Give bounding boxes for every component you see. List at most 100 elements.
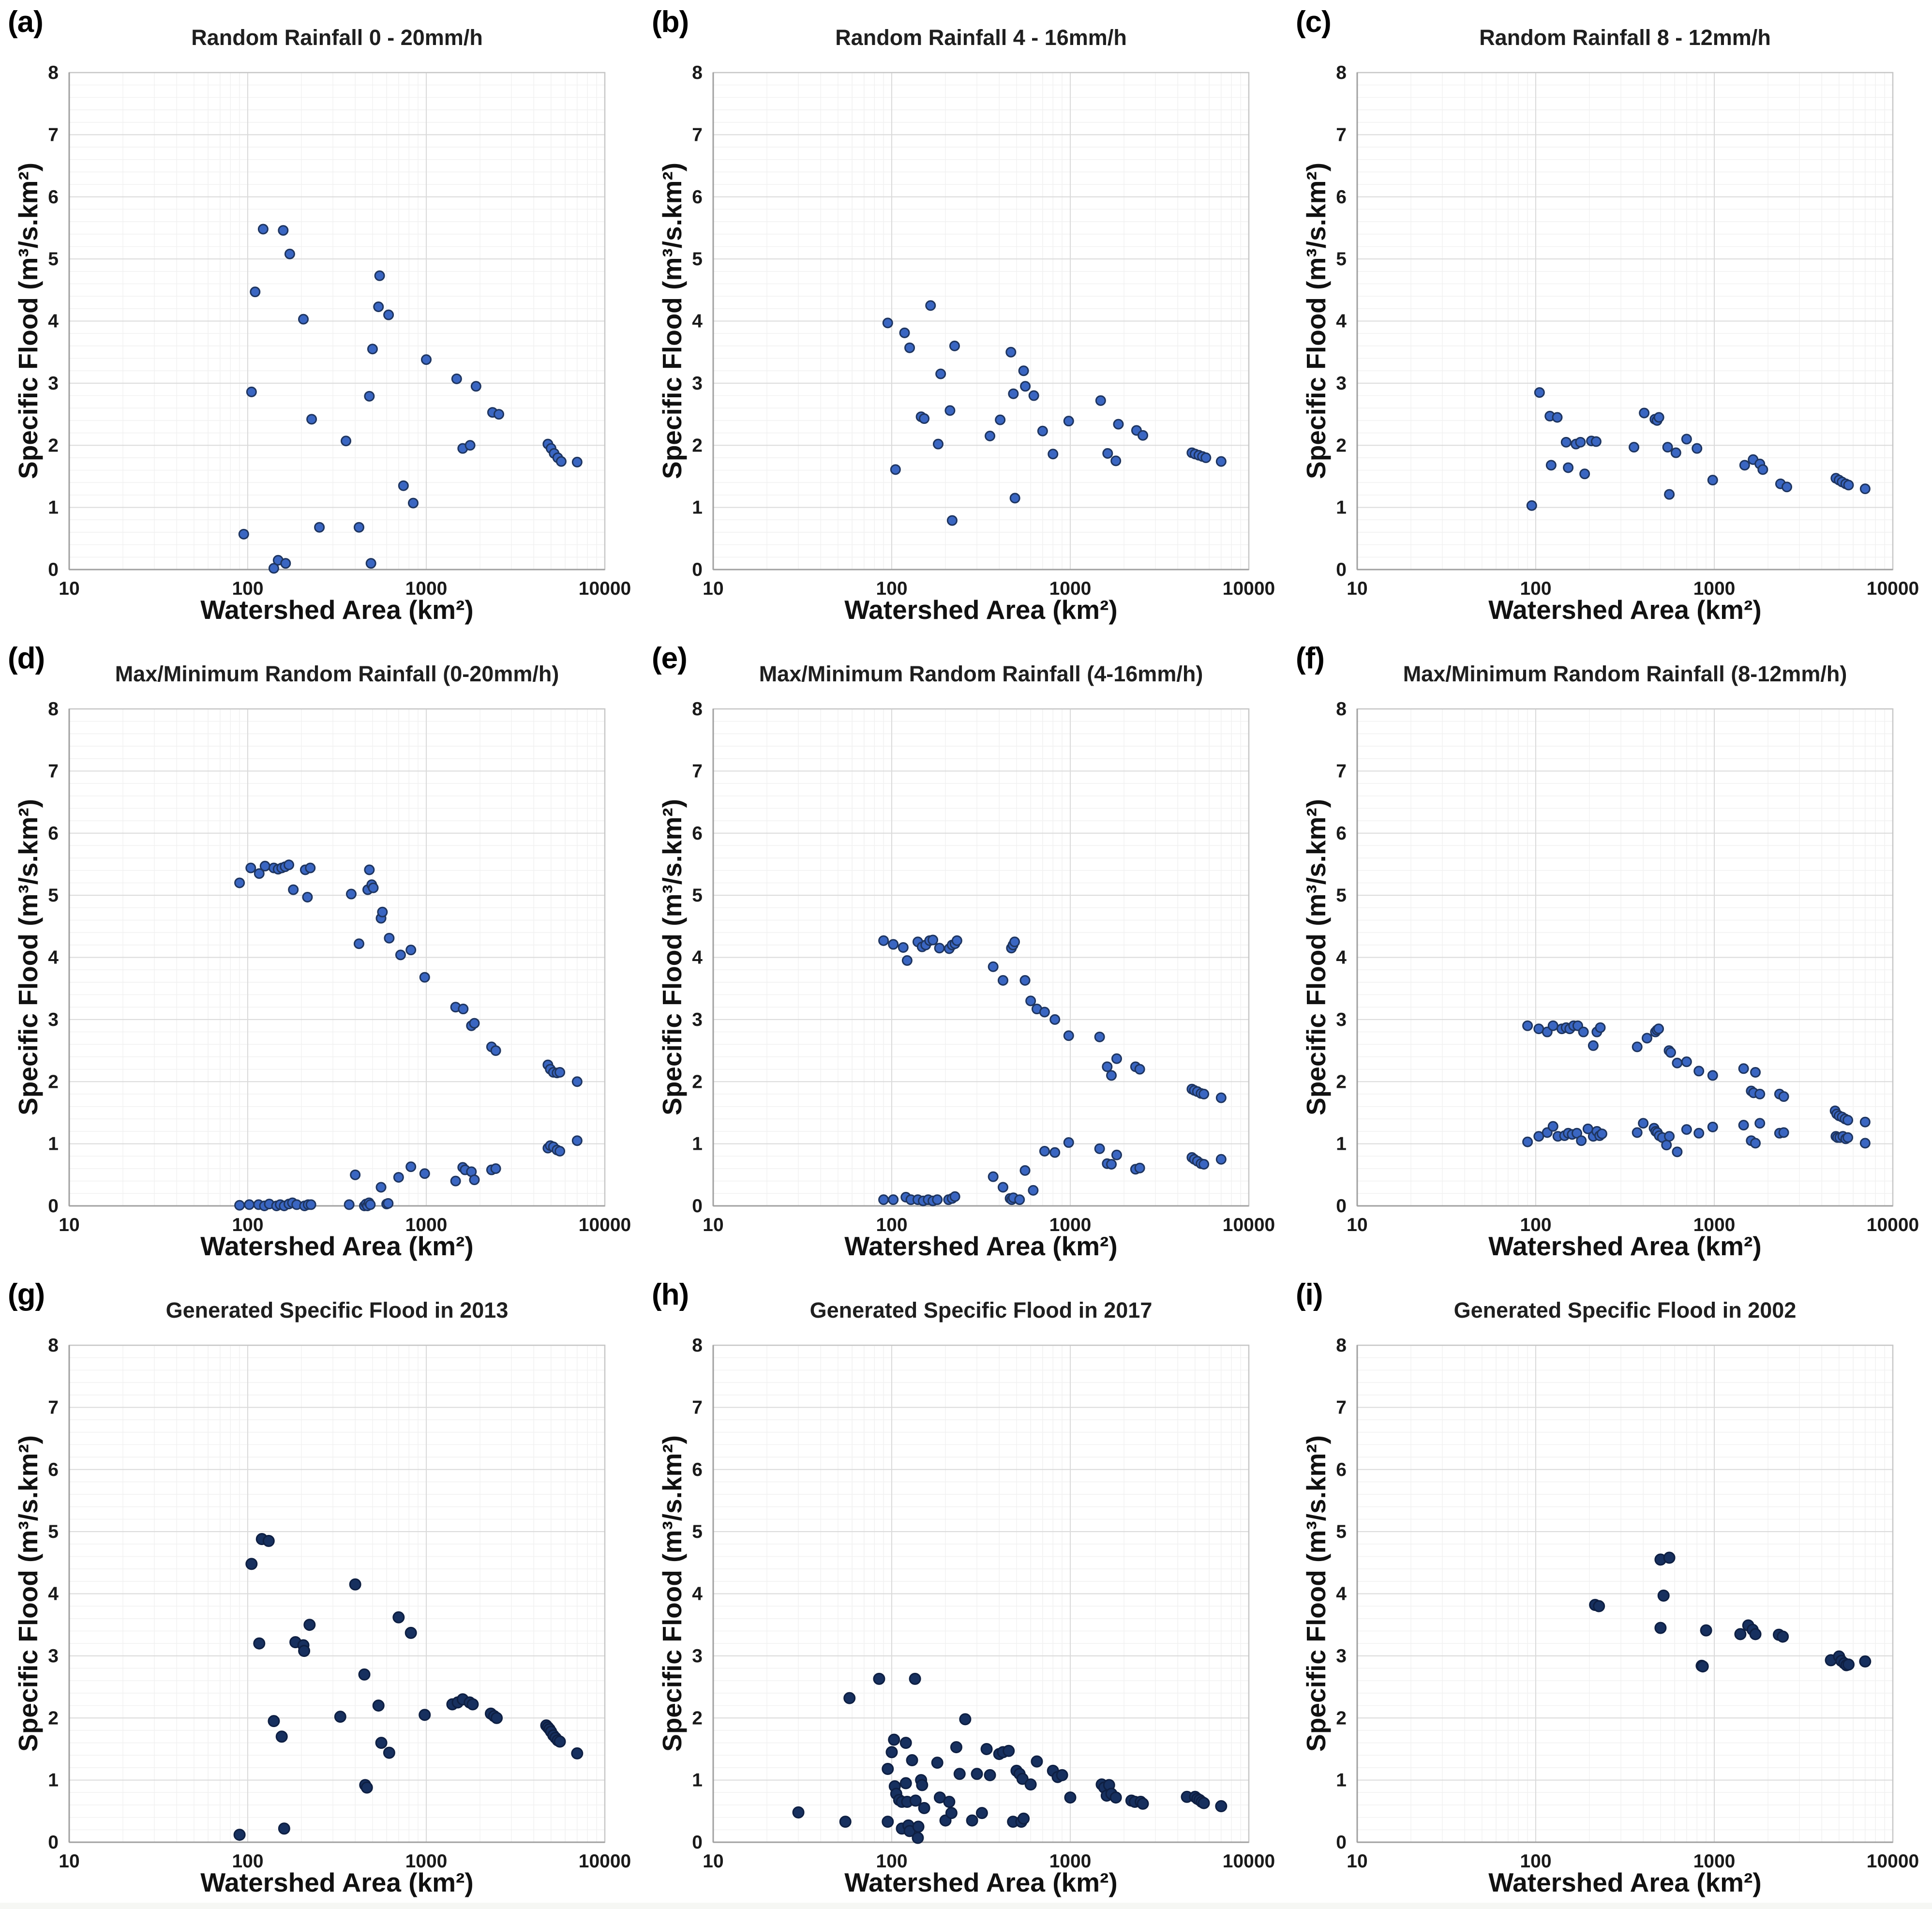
- data-point: [1056, 1769, 1068, 1781]
- y-tick-label: 6: [1336, 1459, 1347, 1480]
- data-point: [888, 1194, 899, 1205]
- data-point: [375, 1182, 387, 1193]
- panel-label-h: (h): [652, 1278, 689, 1311]
- data-point: [1739, 460, 1750, 471]
- data-point: [1111, 1149, 1122, 1160]
- y-tick-label: 5: [1336, 1521, 1347, 1542]
- data-point: [1672, 1057, 1683, 1068]
- y-tick-label: 8: [48, 1335, 59, 1356]
- x-tick-label: 100: [1520, 578, 1551, 599]
- data-point: [421, 354, 432, 365]
- subplot-c: (c) Random Rainfall 8 - 12mm/h 0 1 2 3 4 5 6 7 8…: [1288, 0, 1932, 636]
- data-point: [988, 961, 999, 972]
- y-tick-label: 4: [1336, 1584, 1347, 1605]
- data-point: [405, 1161, 417, 1172]
- data-point: [1578, 1026, 1589, 1037]
- data-point: [1094, 1143, 1105, 1154]
- panel-label-a: (a): [8, 5, 44, 39]
- data-point: [1111, 1053, 1122, 1064]
- scatter-plot-i: 0 1 2 3 4 5 6 7 8 10 100 1000 10000: [1336, 1335, 1919, 1872]
- scatter-plot-g: 0 1 2 3 4 5 6 7 8 10 100 1000 10000: [48, 1335, 631, 1872]
- data-point: [1707, 1121, 1718, 1132]
- data-point: [1738, 1120, 1749, 1131]
- panel-label-b: (b): [652, 5, 689, 39]
- y-tick-label: 4: [48, 947, 59, 968]
- data-point: [950, 1741, 962, 1754]
- chart-title-d: Max/Minimum Random Rainfall (0-20mm/h): [115, 661, 559, 686]
- x-tick-label: 10: [703, 1851, 723, 1872]
- data-point: [364, 864, 375, 875]
- data-point: [843, 1692, 856, 1704]
- data-point: [1749, 1628, 1762, 1640]
- tick-labels: 0 1 2 3 4 5 6 7 8 10 100 1000 10000: [48, 1335, 631, 1872]
- y-tick-label: 0: [1336, 559, 1347, 580]
- data-point: [1778, 1091, 1789, 1102]
- data-point: [383, 1198, 394, 1209]
- data-point: [466, 1698, 479, 1711]
- y-axis-label-a: Specific Flood (m³/s.km²): [13, 163, 43, 479]
- x-tick-label: 1000: [1049, 1851, 1092, 1872]
- data-point: [1657, 1589, 1670, 1602]
- tick-labels: 0 1 2 3 4 5 6 7 8 10 100 1000 10000: [692, 1335, 1275, 1872]
- x-tick-label: 100: [232, 578, 263, 599]
- data-point: [946, 515, 958, 526]
- scatter-plot-f: 0 1 2 3 4 5 6 7 8 10 100 1000 10000: [1336, 699, 1919, 1235]
- data-point: [971, 1768, 983, 1780]
- series-generated_flood_2002: [1589, 1551, 1872, 1673]
- data-point: [899, 1737, 912, 1749]
- chart-title-e: Max/Minimum Random Rainfall (4-16mm/h): [759, 661, 1203, 686]
- tick-labels: 0 1 2 3 4 5 6 7 8 10 100 1000 10000: [1336, 62, 1919, 599]
- x-tick-label: 100: [876, 578, 907, 599]
- data-point: [945, 1807, 958, 1819]
- data-point: [298, 314, 309, 325]
- y-tick-label: 1: [48, 1770, 59, 1791]
- data-point: [885, 1746, 898, 1759]
- y-tick-label: 2: [1336, 1708, 1347, 1729]
- y-tick-label: 7: [48, 761, 59, 782]
- data-point: [395, 949, 406, 961]
- data-point: [1672, 1146, 1683, 1157]
- panel-label-i: (i): [1296, 1278, 1323, 1311]
- x-tick-label: 100: [1520, 1851, 1551, 1872]
- y-tick-label: 0: [692, 559, 703, 580]
- data-point: [1859, 1116, 1871, 1127]
- x-axis-label-h: Watershed Area (km²): [844, 1867, 1118, 1897]
- data-point: [365, 1199, 376, 1210]
- data-point: [1664, 1131, 1675, 1142]
- subplot-d: (d) Max/Minimum Random Rainfall (0-20mm/…: [0, 636, 644, 1273]
- data-point: [1028, 1185, 1039, 1196]
- data-point: [372, 1699, 385, 1712]
- data-point: [1662, 442, 1673, 453]
- y-tick-label: 6: [692, 187, 703, 208]
- data-point: [1681, 1056, 1692, 1067]
- data-point: [1009, 936, 1020, 947]
- minor-h-gridlines: [69, 721, 605, 1194]
- x-tick-label: 1000: [1049, 578, 1092, 599]
- y-axis-label-b: Specific Flood (m³/s.km²): [657, 163, 687, 479]
- data-point: [1665, 1047, 1676, 1058]
- data-point: [1016, 1773, 1029, 1785]
- data-point: [1009, 493, 1020, 504]
- y-axis-label-f: Specific Flood (m³/s.km²): [1301, 799, 1331, 1115]
- x-axis-label-e: Watershed Area (km²): [844, 1231, 1118, 1261]
- data-point: [1653, 1023, 1664, 1035]
- y-tick-label: 2: [48, 1071, 59, 1092]
- data-point: [1593, 1600, 1605, 1612]
- data-point: [1654, 1622, 1667, 1634]
- scatter-plot-b: 0 1 2 3 4 5 6 7 8 10 100 1000 10000: [692, 62, 1275, 599]
- data-point: [1102, 1061, 1113, 1072]
- chart-title-c: Random Rainfall 8 - 12mm/h: [1479, 25, 1771, 50]
- y-tick-label: 5: [1336, 885, 1347, 906]
- data-point: [262, 1534, 275, 1547]
- data-point: [1019, 1165, 1031, 1176]
- data-point: [1576, 1135, 1587, 1146]
- data-point: [490, 1163, 501, 1174]
- data-point: [571, 456, 583, 467]
- data-point: [1048, 449, 1059, 460]
- y-tick-label: 3: [692, 1646, 703, 1667]
- data-point: [1692, 443, 1703, 454]
- data-point: [288, 884, 299, 895]
- data-point: [375, 1737, 388, 1749]
- y-tick-label: 7: [48, 124, 59, 145]
- subplot-a: (a) Random Rainfall 0 - 20mm/h 0 1 2 3 4 5 6 7 8…: [0, 0, 644, 636]
